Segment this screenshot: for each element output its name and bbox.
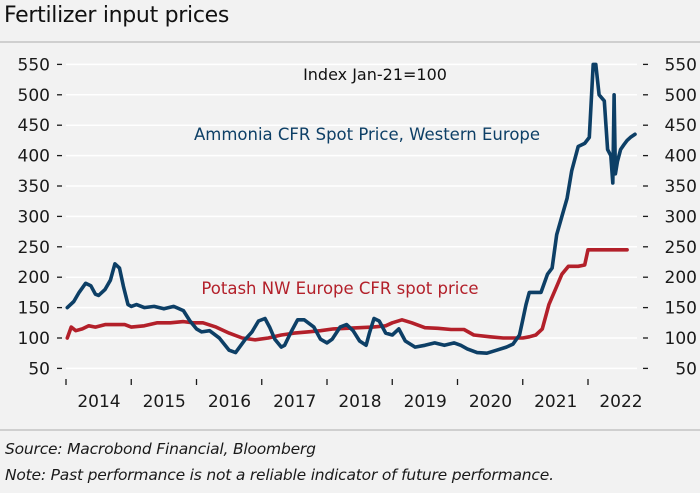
y-tick-label-left: 250 [18, 238, 50, 258]
x-tick-label: 2019 [404, 392, 447, 412]
y-tick-label-left: 350 [18, 177, 50, 197]
disclaimer-note: Note: Past performance is not a reliable… [5, 466, 554, 484]
y-tick-label-left: 400 [18, 147, 50, 167]
y-tick-label-left: 300 [18, 207, 50, 227]
y-tick-label-right: 200 [665, 268, 697, 288]
y-tick-label-left: 450 [18, 116, 50, 136]
y-tick-label-right: 500 [665, 86, 697, 106]
annotation-potash-label: Potash NW Europe CFR spot price [201, 279, 478, 298]
y-axis-left: 50 100 150 200 250 300 350 400 450 500 550 [18, 55, 62, 379]
y-tick-label-right: 150 [665, 299, 697, 319]
x-tick-label: 2014 [77, 392, 120, 412]
x-tick-label: 2017 [273, 392, 316, 412]
series-lines [65, 62, 637, 355]
y-tick-label-right: 50 [675, 359, 697, 379]
y-tick-label-left: 200 [18, 268, 50, 288]
bottom-divider [0, 429, 700, 431]
y-tick-label-right: 300 [665, 207, 697, 227]
y-tick-label-right: 550 [665, 55, 697, 75]
x-tick-label: 2018 [338, 392, 381, 412]
annotation-ammonia-label: Ammonia CFR Spot Price, Western Europe [194, 125, 540, 144]
x-tick-label: 2022 [599, 392, 642, 412]
y-tick-label-left: 50 [28, 359, 50, 379]
y-tick-label-right: 100 [665, 329, 697, 349]
chart-title: Fertilizer input prices [4, 3, 230, 28]
y-tick-label-right: 350 [665, 177, 697, 197]
y-tick-label-left: 150 [18, 299, 50, 319]
x-axis: 2014 2015 2016 2017 2018 2019 2020 2021 2022 [65, 379, 643, 412]
y-tick-label-right: 250 [665, 238, 697, 258]
annotation-index-base: Index Jan-21=100 [303, 65, 447, 84]
y-tick-label-left: 500 [18, 86, 50, 106]
line-chart: 50 100 150 200 250 300 350 400 450 500 550 50 100 15… [18, 55, 697, 412]
y-tick-label-right: 400 [665, 147, 697, 167]
x-tick-label: 2016 [208, 392, 251, 412]
y-tick-label-left: 100 [18, 329, 50, 349]
x-tick-label: 2015 [143, 392, 186, 412]
y-tick-label-right: 450 [665, 116, 697, 136]
source-note: Source: Macrobond Financial, Bloomberg [5, 440, 316, 458]
y-axis-right: 50 100 150 200 250 300 350 400 450 500 550 [643, 55, 697, 379]
x-tick-label: 2020 [469, 392, 512, 412]
y-tick-label-left: 550 [18, 55, 50, 75]
top-divider [0, 41, 700, 43]
series-line-ammonia [65, 62, 637, 355]
x-tick-label: 2021 [534, 392, 577, 412]
series-line-potash [65, 248, 629, 342]
